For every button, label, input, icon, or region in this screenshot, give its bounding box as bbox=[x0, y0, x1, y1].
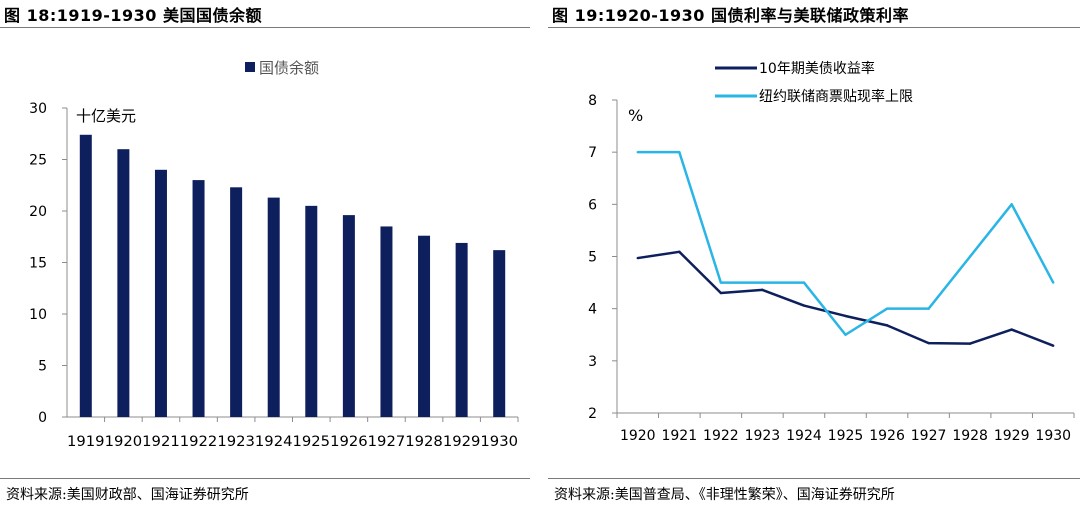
x-tick-label: 1928 bbox=[405, 434, 443, 450]
data-point bbox=[678, 250, 681, 254]
x-tick-label: 1924 bbox=[786, 428, 822, 444]
data-point bbox=[885, 324, 889, 327]
x-tick-label: 1924 bbox=[255, 434, 293, 450]
data-point bbox=[802, 281, 806, 284]
bar-chart: 0 5 10 15 20 25 30 十亿美元 1919 1920 1921 1922 1923 1924… bbox=[29, 59, 519, 450]
bar-1930 bbox=[493, 250, 506, 417]
data-point bbox=[927, 307, 930, 310]
x-tick-label: 1927 bbox=[368, 434, 406, 450]
data-point bbox=[927, 341, 930, 345]
data-point bbox=[885, 307, 889, 310]
x-tick-label: 1925 bbox=[293, 434, 331, 450]
left-figure-title: 图 18:1919-1930 美国国债余额 bbox=[4, 6, 263, 25]
data-point bbox=[761, 281, 764, 284]
legend-label: 国债余额 bbox=[259, 59, 319, 77]
right-source-note: 资料来源:美国普查局、《非理性繁荣》、国海证券研究所 bbox=[554, 487, 895, 503]
y-tick-label: 30 bbox=[29, 101, 47, 117]
left-title-rule bbox=[0, 27, 530, 28]
right-title-rule bbox=[548, 27, 1080, 28]
x-tick-label: 1923 bbox=[217, 434, 255, 450]
y-tick-label: 15 bbox=[29, 256, 47, 272]
x-tick-label: 1930 bbox=[1035, 428, 1071, 444]
left-source-rule bbox=[0, 478, 530, 479]
y-unit-label: 十亿美元 bbox=[76, 107, 136, 125]
data-point bbox=[844, 333, 847, 336]
data-point bbox=[802, 304, 806, 307]
bar-1929 bbox=[455, 242, 468, 417]
data-point bbox=[636, 150, 639, 154]
x-tick-label: 1928 bbox=[952, 428, 988, 444]
bar-1924 bbox=[267, 197, 280, 417]
right-source-rule bbox=[548, 478, 1080, 479]
right-figure-title: 图 19:1920-1930 国债利率与美联储政策利率 bbox=[552, 6, 910, 25]
y-tick-label: 2 bbox=[588, 406, 597, 422]
y-tick-label: 10 bbox=[29, 307, 47, 323]
legend-label-0: 10年期美债收益率 bbox=[759, 60, 875, 77]
y-tick-label: 7 bbox=[588, 145, 597, 161]
x-tick-label: 1921 bbox=[661, 428, 697, 444]
x-tick-label: 1922 bbox=[180, 434, 218, 450]
series-line-0 bbox=[637, 250, 1054, 347]
bar-1923 bbox=[230, 187, 243, 417]
x-tick-label: 1929 bbox=[994, 428, 1030, 444]
bar-1928 bbox=[418, 235, 431, 417]
x-tick-label: 1929 bbox=[443, 434, 481, 450]
data-point bbox=[761, 288, 764, 292]
line-chart: 2 3 4 5 6 7 8% 1920 1921 1922 1923 1924 1925 1926 1927… bbox=[588, 60, 1075, 444]
x-tick-label: 1927 bbox=[911, 428, 947, 444]
x-tick-label: 1926 bbox=[869, 428, 905, 444]
data-point bbox=[844, 314, 847, 318]
x-tick-label: 1921 bbox=[142, 434, 180, 450]
x-tick-label: 1920 bbox=[105, 434, 143, 450]
legend-swatch bbox=[245, 62, 255, 72]
y-tick-label: 5 bbox=[38, 359, 47, 375]
y-tick-label: 4 bbox=[588, 302, 597, 318]
data-point bbox=[719, 291, 723, 295]
data-point bbox=[719, 281, 723, 284]
bar-1922 bbox=[192, 180, 205, 417]
data-point bbox=[1052, 281, 1055, 284]
y-tick-label: 3 bbox=[588, 354, 597, 370]
x-tick-label: 1926 bbox=[330, 434, 368, 450]
data-point bbox=[1010, 203, 1013, 206]
bar-1919 bbox=[79, 134, 92, 417]
x-tick-label: 1925 bbox=[828, 428, 864, 444]
data-point bbox=[968, 255, 972, 258]
data-point bbox=[1052, 344, 1055, 347]
right-figure-panel: 图 19:1920-1930 国债利率与美联储政策利率 2 3 4 5 6 7 8% 1920… bbox=[548, 0, 1080, 507]
series-line-1 bbox=[637, 150, 1055, 336]
y-tick-label: 25 bbox=[29, 153, 47, 169]
data-point bbox=[1010, 328, 1013, 331]
y-tick-label: 0 bbox=[38, 410, 47, 426]
y-tick-label: 6 bbox=[588, 197, 597, 213]
bar-1926 bbox=[342, 215, 355, 417]
bar-1921 bbox=[154, 169, 167, 417]
x-tick-label: 1930 bbox=[480, 434, 518, 450]
bar-1920 bbox=[117, 149, 130, 417]
y-tick-label: 20 bbox=[29, 204, 47, 220]
legend-label-1: 纽约联储商票贴现率上限 bbox=[759, 88, 913, 105]
x-tick-label: 1919 bbox=[67, 434, 105, 450]
y-tick-label: 5 bbox=[588, 250, 597, 266]
left-figure-panel: 图 18:1919-1930 美国国债余额 0 5 10 15 20 25 30 十亿美元 19… bbox=[0, 0, 530, 507]
x-tick-label: 1923 bbox=[745, 428, 781, 444]
bar-1925 bbox=[305, 205, 318, 417]
bar-1927 bbox=[380, 226, 393, 417]
x-tick-label: 1922 bbox=[703, 428, 739, 444]
x-tick-label: 1920 bbox=[620, 428, 656, 444]
y-unit-label: % bbox=[628, 106, 643, 125]
left-source-note: 资料来源:美国财政部、国海证券研究所 bbox=[6, 487, 249, 503]
y-tick-label: 8 bbox=[588, 93, 597, 109]
data-point bbox=[678, 150, 681, 154]
data-point bbox=[636, 256, 639, 260]
data-point bbox=[968, 342, 972, 345]
